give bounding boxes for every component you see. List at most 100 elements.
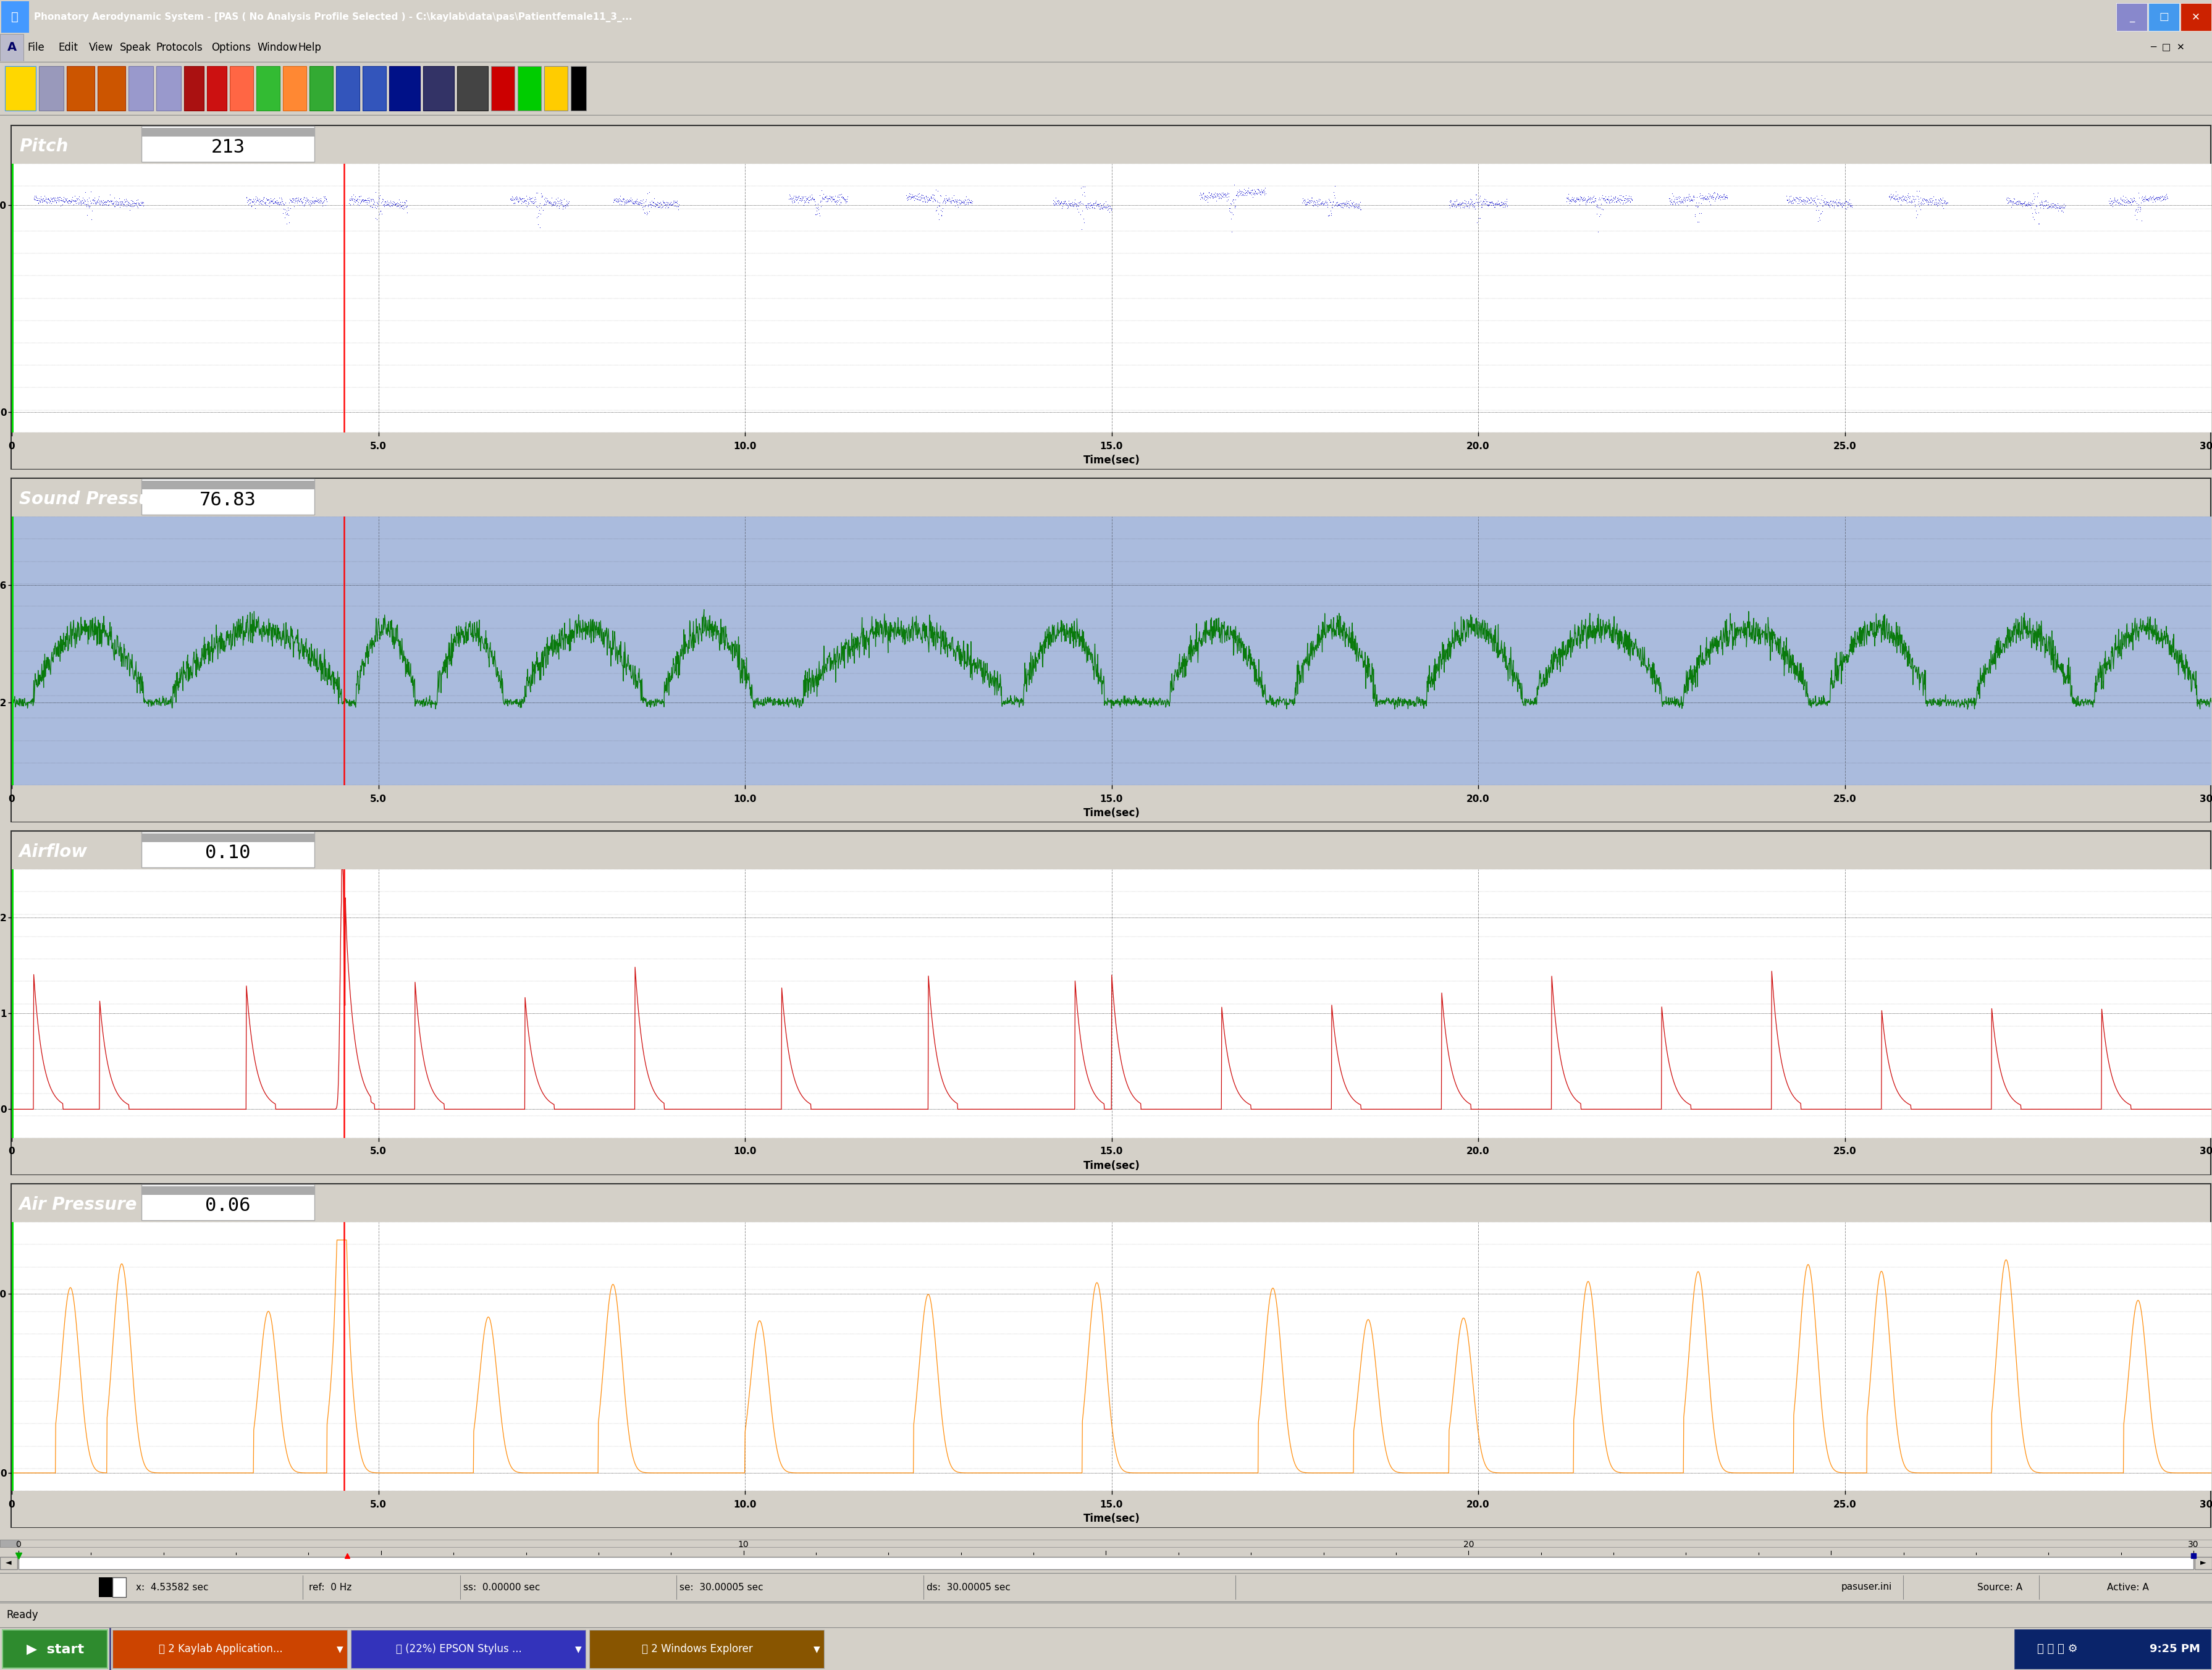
Point bbox=[1217, 189, 1252, 215]
Point bbox=[648, 192, 684, 219]
Point bbox=[250, 190, 285, 217]
Point bbox=[1577, 185, 1613, 212]
Point bbox=[24, 185, 60, 212]
Point bbox=[617, 189, 653, 215]
Point bbox=[1314, 189, 1349, 215]
Point bbox=[378, 190, 414, 217]
Point bbox=[551, 192, 586, 219]
Point bbox=[531, 187, 566, 214]
Point bbox=[1898, 185, 1933, 212]
Point bbox=[241, 187, 276, 214]
Text: Airflow: Airflow bbox=[20, 843, 88, 860]
Point bbox=[2037, 190, 2073, 217]
Point bbox=[53, 187, 88, 214]
Point bbox=[1188, 185, 1223, 212]
Point bbox=[305, 189, 341, 215]
Point bbox=[914, 184, 949, 210]
Point bbox=[1210, 185, 1245, 212]
Point bbox=[602, 187, 637, 214]
Point bbox=[2126, 185, 2161, 212]
Point bbox=[80, 189, 115, 215]
Point bbox=[1590, 185, 1626, 212]
Point bbox=[2026, 195, 2062, 222]
Point bbox=[2121, 184, 2157, 210]
Point bbox=[493, 185, 529, 212]
Point bbox=[259, 189, 294, 215]
Point bbox=[1907, 185, 1942, 212]
Point bbox=[1770, 187, 1805, 214]
Text: 5.0: 5.0 bbox=[369, 441, 387, 451]
Point bbox=[31, 187, 66, 214]
Point bbox=[1697, 187, 1732, 214]
Point bbox=[301, 189, 336, 215]
Point bbox=[900, 180, 936, 207]
Point bbox=[1442, 192, 1478, 219]
Point bbox=[378, 190, 414, 217]
Point bbox=[929, 182, 964, 209]
Point bbox=[1243, 180, 1279, 207]
Point bbox=[1683, 185, 1719, 212]
Point bbox=[380, 192, 416, 219]
Point bbox=[281, 192, 316, 219]
Text: 20.0: 20.0 bbox=[1467, 1500, 1491, 1510]
Point bbox=[1993, 187, 2028, 214]
Point bbox=[827, 185, 863, 212]
Bar bbox=[128, 67, 153, 110]
Point bbox=[1201, 180, 1237, 207]
Point bbox=[1661, 189, 1697, 215]
Point bbox=[1192, 179, 1228, 205]
Point bbox=[274, 189, 310, 215]
Point bbox=[805, 180, 841, 207]
Point bbox=[796, 185, 832, 212]
Point bbox=[1579, 219, 1615, 245]
Point bbox=[626, 187, 661, 214]
Point bbox=[507, 185, 542, 212]
Point bbox=[1790, 189, 1825, 215]
Point bbox=[2124, 184, 2159, 210]
Point bbox=[352, 194, 387, 220]
Point bbox=[1922, 189, 1958, 215]
Point bbox=[1296, 190, 1332, 217]
Point bbox=[1214, 187, 1250, 214]
Point bbox=[1593, 185, 1628, 212]
Point bbox=[1329, 187, 1365, 214]
Point bbox=[529, 187, 564, 214]
Point bbox=[816, 185, 852, 212]
Point bbox=[1776, 187, 1812, 214]
Point bbox=[246, 192, 281, 219]
Point bbox=[376, 189, 411, 215]
Point bbox=[1055, 192, 1091, 219]
Point bbox=[1825, 192, 1860, 219]
Point bbox=[1305, 189, 1340, 215]
Point bbox=[299, 187, 334, 214]
Point bbox=[1659, 189, 1694, 215]
Point bbox=[2148, 182, 2183, 209]
Point bbox=[1464, 187, 1500, 214]
Point bbox=[1586, 185, 1621, 212]
Point bbox=[794, 185, 830, 212]
Point bbox=[938, 185, 973, 212]
Point bbox=[1790, 187, 1825, 214]
Point bbox=[1217, 194, 1252, 220]
Point bbox=[606, 185, 641, 212]
Point bbox=[1201, 184, 1237, 210]
Point bbox=[949, 184, 984, 210]
Point bbox=[1301, 187, 1336, 214]
Point bbox=[230, 187, 265, 214]
Point bbox=[2002, 189, 2037, 215]
Point bbox=[916, 189, 951, 215]
Point bbox=[1993, 189, 2028, 215]
Point bbox=[1044, 192, 1079, 219]
Point bbox=[1681, 184, 1717, 210]
Point bbox=[1440, 192, 1475, 219]
Point bbox=[1575, 184, 1610, 210]
Point bbox=[1595, 184, 1630, 210]
Point bbox=[628, 199, 664, 225]
Point bbox=[783, 187, 818, 214]
Point bbox=[1084, 194, 1119, 220]
Point bbox=[292, 192, 327, 219]
Point bbox=[1778, 185, 1814, 212]
Point bbox=[1790, 187, 1825, 214]
Point bbox=[1564, 184, 1599, 210]
Point bbox=[1610, 187, 1646, 214]
